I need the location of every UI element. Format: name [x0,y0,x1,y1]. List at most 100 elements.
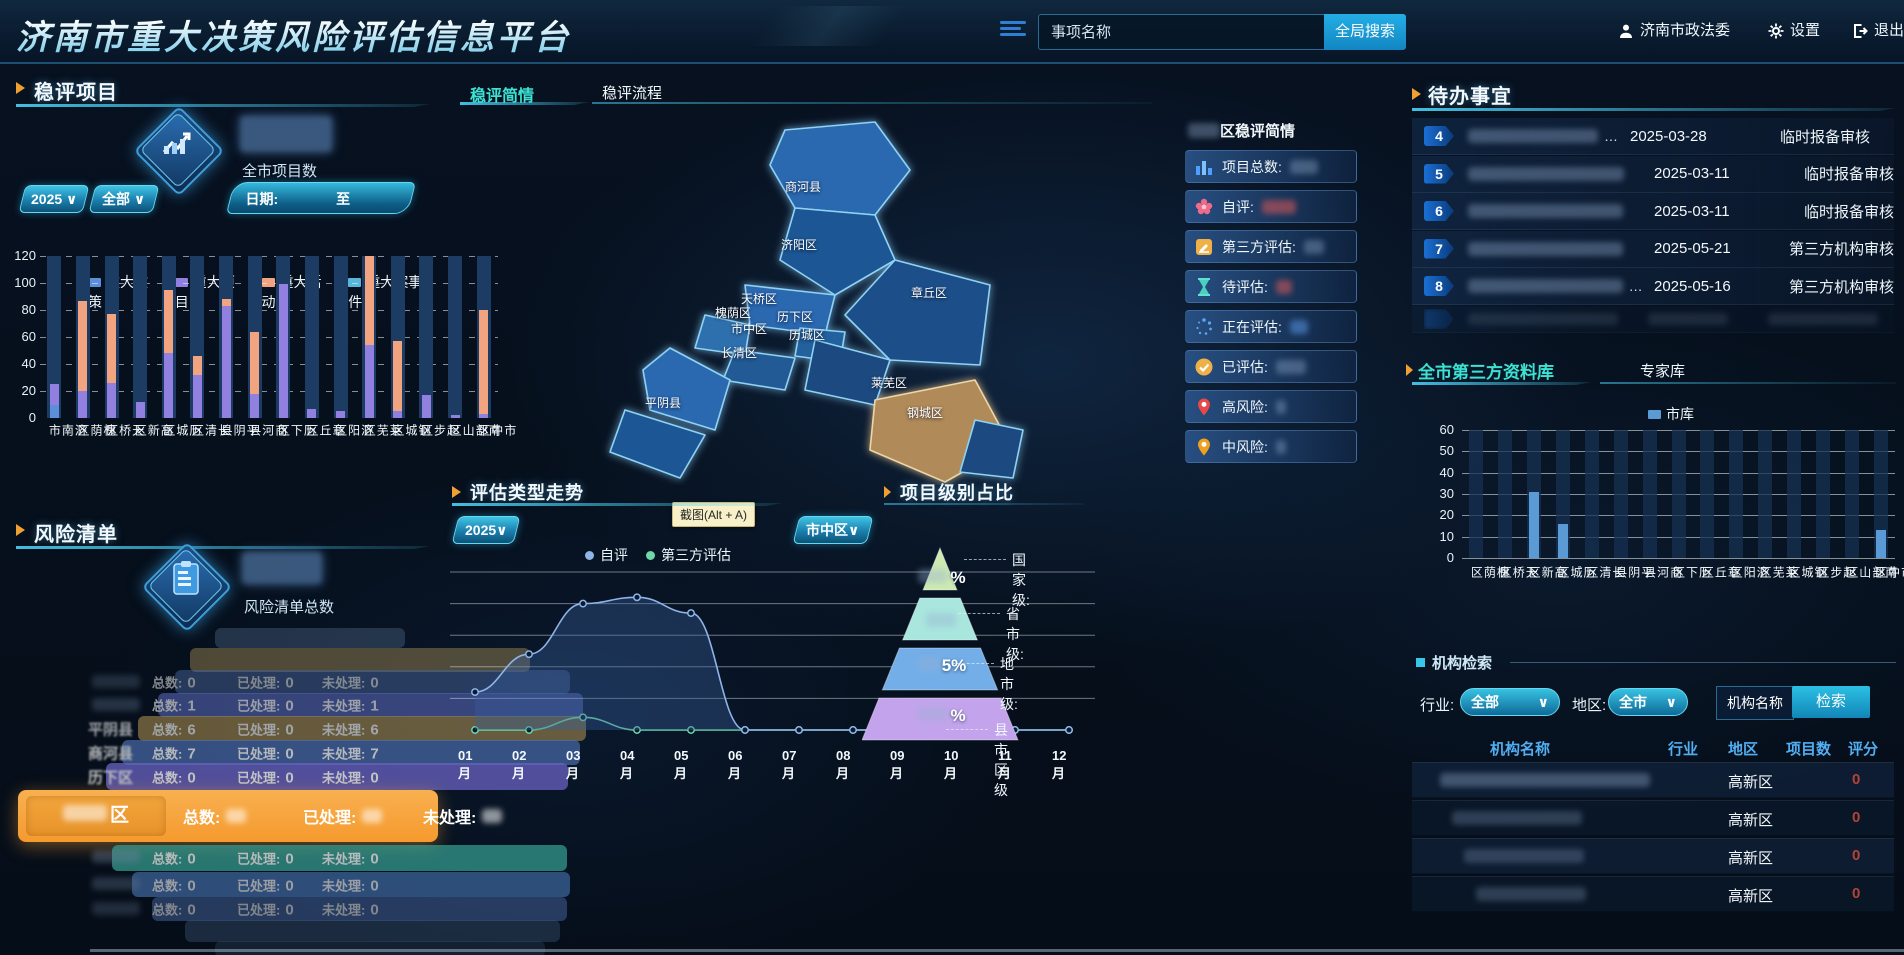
tab-stability-brief[interactable]: 稳评简情 [470,88,535,105]
map-district-label[interactable]: 平阴县 [645,396,682,410]
brief-item-0[interactable]: 项目总数: [1185,150,1357,183]
logout-button[interactable]: 退出 [1852,20,1904,42]
org-table-row[interactable]: 高新区 0 [1412,762,1894,798]
bar-segment[interactable] [164,289,174,354]
bar-segment[interactable] [364,345,374,418]
map-district-label[interactable]: 历城区 [789,328,826,342]
risk-list-item[interactable]: 区总数: 已处理: 未处理: [18,790,503,842]
map-district-label[interactable]: 长清区 [721,346,758,360]
bar-segment[interactable] [450,415,460,418]
bar-segment[interactable] [135,401,145,418]
tab-stability-flow[interactable]: 稳评流程 [602,85,663,102]
bar-segment[interactable] [393,411,403,418]
risk-list-item[interactable] [185,920,560,942]
risk-list-item[interactable]: 商河县 总数: 7 已处理: 0 未处理: 7 [88,740,580,765]
user-menu[interactable]: 济南市政法委 [1618,20,1730,42]
org-table-row[interactable]: 高新区 0 [1412,838,1894,874]
bar-segment[interactable] [421,395,431,418]
map-district-label[interactable]: 商河县 [785,180,822,194]
brief-item-7[interactable]: 中风险: [1185,430,1357,463]
risk-list-item[interactable] [215,628,405,648]
bar-segment[interactable] [49,384,59,405]
search-input[interactable] [1039,15,1325,49]
region-select[interactable]: 全市 ∨ [1608,688,1688,716]
bar-segment[interactable] [1558,523,1569,558]
brief-item-1[interactable]: 自评: [1185,190,1357,223]
map-district-label[interactable]: 莱芜区 [871,376,908,390]
legend-item[interactable]: 重大项目 [174,274,235,310]
map-district-label[interactable]: 钢城区 [907,406,944,420]
menu-icon[interactable] [1000,18,1026,42]
risk-list-item[interactable]: 总数: 0 已处理: 0 未处理: 0 [92,872,570,897]
bar-segment[interactable] [49,404,59,418]
risk-list-item[interactable]: 总数: 0 已处理: 0 未处理: 0 [92,897,567,921]
legend-item[interactable]: 自评 [585,545,628,565]
todo-row[interactable]: 4… 2025-03-28 临时报备审核 [1412,118,1894,155]
jinan-district-map[interactable]: 商河县济阳区天桥区 章丘区槐荫区 历下区 市中区 历城区长清区平阴县 莱芜区钢城区 [545,100,1165,485]
bar-segment[interactable] [192,355,202,375]
risk-list-item[interactable] [215,941,545,955]
map-district-label[interactable]: 槐荫区 [715,306,752,320]
legend-item[interactable]: 第三方评估 [646,545,731,565]
bar-segment[interactable] [192,374,202,418]
bar-segment[interactable] [250,331,260,394]
trend-year-select[interactable]: 2025∨ [451,516,521,544]
brief-item-3[interactable]: 待评估: [1185,270,1357,303]
org-table-row[interactable]: 高新区 0 [1412,876,1894,912]
org-name-field[interactable]: 机构名称 [1716,686,1794,720]
bar-segment[interactable] [278,284,288,418]
bar-segment[interactable] [250,393,260,418]
tab-third-party-library[interactable]: 全市第三方资料库 [1418,363,1554,382]
global-search-button[interactable]: 全局搜索 [1324,14,1406,50]
risk-list-item[interactable]: 历下区 总数: 0 已处理: 0 未处理: 0 [88,763,568,790]
bar-segment[interactable] [307,408,317,418]
todo-row[interactable]: 7 2025-05-21 第三方机构审核 [1412,230,1894,268]
risk-list-item[interactable]: 总数: 1 已处理: 0 未处理: 1 [92,693,583,717]
org-search-button[interactable]: 检索 [1792,686,1870,718]
bar-segment[interactable] [1875,530,1886,558]
map-district-label[interactable]: 历下区 [777,310,814,324]
pyramid-level-label: 国家级: [1012,552,1030,608]
project-scope-select[interactable]: 全部 ∨ [88,185,160,213]
risk-list-item[interactable]: 总数: 0 已处理: 0 未处理: 0 [92,670,570,694]
legend-item[interactable]: 重大案事件 [348,274,423,310]
date-range-picker[interactable]: 日期: 至 [226,182,416,214]
legend-item[interactable]: 重大活动 [261,274,322,310]
divider [16,546,430,549]
org-table-row[interactable]: 高新区 0 [1412,800,1894,836]
brief-item-4[interactable]: 正在评估: [1185,310,1357,343]
bar-backdrop [1815,430,1830,558]
bar-segment[interactable] [221,305,231,418]
todo-row[interactable]: 8… 2025-05-16 第三方机构审核 [1412,268,1894,305]
risk-list-item[interactable]: 平阴县 总数: 6 已处理: 0 未处理: 6 [88,716,586,741]
bar-segment[interactable] [336,411,346,418]
bar-backdrop [1498,430,1513,558]
bar-segment[interactable] [78,391,88,418]
risk-list-item[interactable]: 总数: 0 已处理: 0 未处理: 0 [92,845,567,871]
bar-segment[interactable] [107,382,117,418]
brief-item-5[interactable]: 已评估: [1185,350,1357,383]
bar-segment[interactable] [393,341,403,412]
bar-backdrop [304,256,319,418]
map-district-label[interactable]: 市中区 [731,322,768,336]
bar-segment[interactable] [479,413,489,418]
brief-item-2[interactable]: 第三方评估: [1185,230,1357,263]
todo-row[interactable]: 5 2025-03-11 临时报备审核 [1412,155,1894,193]
bar-segment[interactable] [164,353,174,418]
brief-item-6[interactable]: 高风险: [1185,390,1357,423]
todo-row[interactable]: 6 2025-03-11 临时报备审核 [1412,193,1894,230]
map-district-label[interactable]: 章丘区 [911,286,948,300]
map-district-label[interactable]: 天桥区 [741,292,778,306]
bar-segment[interactable] [479,310,489,414]
industry-select[interactable]: 全部 ∨ [1460,688,1560,716]
risk-list-item[interactable] [190,648,530,672]
settings-button[interactable]: 设置 [1768,20,1820,42]
bar-segment[interactable] [78,300,88,391]
bar-segment[interactable] [221,299,231,306]
map-district-label[interactable]: 济阳区 [781,238,818,252]
bar-segment[interactable] [1529,491,1540,558]
project-year-select[interactable]: 2025 ∨ [18,185,90,213]
tab-expert-library[interactable]: 专家库 [1640,363,1686,380]
bar-segment[interactable] [364,256,374,346]
bar-segment[interactable] [107,314,117,383]
